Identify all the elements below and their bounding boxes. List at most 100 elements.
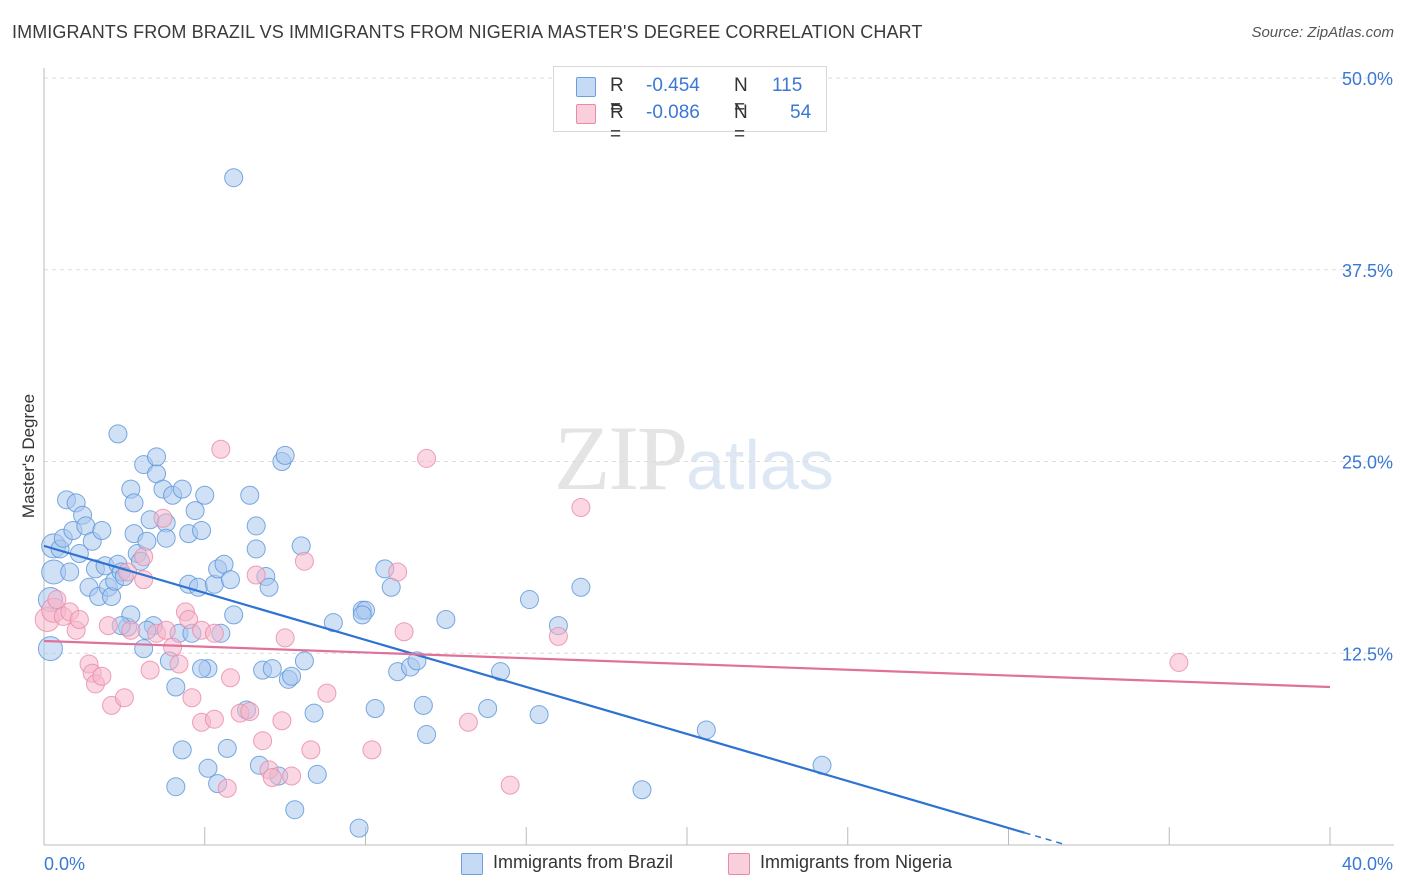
point-nigeria (294, 551, 314, 571)
point-nigeria (220, 668, 240, 688)
point-nigeria (272, 711, 292, 731)
trend-extension-brazil (1024, 832, 1067, 846)
point-nigeria (156, 620, 176, 640)
x-tick-label: 40.0% (1342, 854, 1393, 874)
legend-n-value: 115 (772, 75, 803, 96)
data-points (34, 168, 1189, 838)
point-brazil (491, 662, 511, 682)
point-brazil (198, 758, 218, 778)
correlation-legend: R = -0.454 N = 115 R = -0.086 N = 54 (553, 66, 827, 145)
point-nigeria (98, 616, 118, 636)
point-brazil (436, 610, 456, 630)
point-nigeria (500, 775, 520, 795)
point-nigeria (262, 768, 282, 788)
point-nigeria (204, 709, 224, 729)
point-brazil (172, 740, 192, 760)
point-brazil (156, 528, 176, 548)
point-brazil (349, 818, 369, 838)
point-nigeria (458, 712, 478, 732)
point-brazil (294, 651, 314, 671)
point-brazil (307, 764, 327, 784)
point-brazil (282, 666, 302, 686)
point-nigeria (301, 740, 321, 760)
point-nigeria (282, 766, 302, 786)
grid-lines (44, 77, 1394, 654)
point-brazil (137, 531, 157, 551)
point-brazil (275, 445, 295, 465)
legend-swatch-brazil (576, 77, 596, 97)
point-nigeria (417, 448, 437, 468)
point-nigeria (69, 610, 89, 630)
bottom-legend-label-nigeria: Immigrants from Nigeria (760, 852, 953, 872)
trend-line-nigeria (43, 639, 1331, 689)
point-brazil (102, 586, 122, 606)
watermark-atlas: atlas (686, 426, 834, 504)
legend-r-label: R = (610, 75, 624, 118)
point-brazil (696, 720, 716, 740)
point-brazil (365, 698, 385, 718)
point-nigeria (134, 547, 154, 567)
point-nigeria (394, 622, 414, 642)
point-nigeria (253, 731, 273, 751)
y-tick-label: 50.0% (1342, 69, 1393, 89)
watermark-zip: ZIP (554, 407, 688, 509)
point-brazil (172, 479, 192, 499)
x-tick-label: 0.0% (44, 854, 85, 874)
point-brazil (108, 424, 128, 444)
legend-r-value: -0.086 (646, 102, 700, 123)
legend-n-value: 54 (790, 102, 812, 123)
point-brazil (204, 574, 224, 594)
legend-n-label: N = (734, 102, 748, 145)
point-brazil (166, 677, 186, 697)
point-nigeria (153, 508, 173, 528)
point-nigeria (114, 688, 134, 708)
source-label: Source: ZipAtlas.com (1251, 24, 1394, 41)
point-brazil (529, 705, 549, 725)
point-brazil (224, 605, 244, 625)
point-brazil (60, 562, 80, 582)
point-brazil (632, 780, 652, 800)
point-brazil (217, 738, 237, 758)
point-brazil (352, 605, 372, 625)
point-nigeria (275, 628, 295, 648)
point-nigeria (217, 778, 237, 798)
point-brazil (413, 695, 433, 715)
point-nigeria (571, 498, 591, 518)
point-brazil (134, 639, 154, 659)
point-brazil (166, 777, 186, 797)
point-nigeria (388, 562, 408, 582)
point-brazil (246, 539, 266, 559)
y-tick-label: 25.0% (1342, 453, 1393, 473)
point-nigeria (548, 626, 568, 646)
point-brazil (291, 536, 311, 556)
watermark: ZIPatlas (554, 405, 834, 511)
point-nigeria (1169, 652, 1189, 672)
point-brazil (262, 659, 282, 679)
point-nigeria (92, 666, 112, 686)
point-brazil (124, 493, 144, 513)
point-brazil (571, 577, 591, 597)
point-brazil (285, 800, 305, 820)
point-brazil (224, 168, 244, 188)
point-nigeria (121, 620, 141, 640)
point-nigeria (47, 590, 67, 610)
legend-r-value: -0.454 (646, 75, 700, 96)
point-brazil (519, 590, 539, 610)
point-nigeria (211, 439, 231, 459)
point-nigeria (163, 637, 183, 657)
point-nigeria (182, 688, 202, 708)
point-brazil (195, 485, 215, 505)
point-nigeria (240, 702, 260, 722)
point-nigeria (246, 565, 266, 585)
y-tick-label: 37.5% (1342, 261, 1393, 281)
point-brazil (417, 725, 437, 745)
point-brazil (259, 577, 279, 597)
axes (43, 68, 1394, 846)
y-tick-label: 12.5% (1342, 644, 1393, 664)
point-nigeria (204, 623, 224, 643)
point-brazil (37, 636, 63, 662)
point-nigeria (169, 654, 189, 674)
point-brazil (185, 501, 205, 521)
legend-n-label: N = (734, 75, 748, 118)
